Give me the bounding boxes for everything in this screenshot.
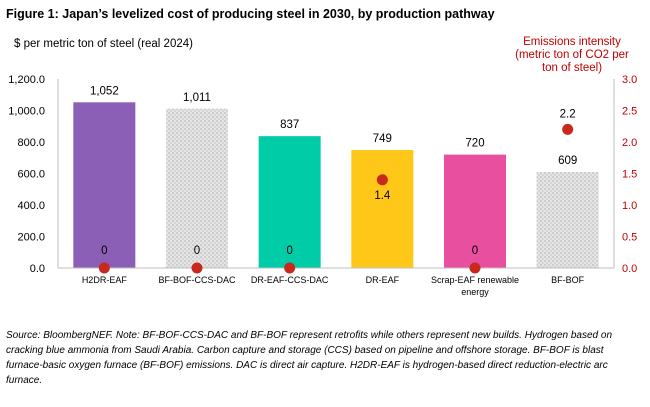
y2-tick-label: 2.0 xyxy=(622,137,637,149)
bar-value-label: 720 xyxy=(465,138,484,150)
x-category-label: energy xyxy=(461,287,489,297)
bar xyxy=(536,172,599,268)
bar xyxy=(166,108,228,268)
bar-value-label: 837 xyxy=(280,119,299,131)
y-tick-label: 800.0 xyxy=(17,137,45,149)
x-category-label: H2DR-EAF xyxy=(82,275,128,285)
emissions-value-label: 0 xyxy=(286,245,292,257)
y2-axis-label: Emissions intensity(metric ton of CO2 pe… xyxy=(515,36,629,74)
x-axis-categories: H2DR-EAF BF-BOF-CCS-DAC DR-EAF-CCS-DAC DR-E… xyxy=(82,275,585,297)
emissions-point xyxy=(562,123,574,135)
emissions-point xyxy=(98,262,110,274)
y-tick-label: 600.0 xyxy=(17,169,45,181)
y2-axis-label-line: ton of steel) xyxy=(542,62,602,74)
y-tick-label: 1,000.0 xyxy=(8,106,45,118)
emissions-point xyxy=(469,262,481,274)
y-tick-label: 400.0 xyxy=(17,200,45,212)
y-axis-ticks: 0.0 200.0 400.0 600.0 800.0 1,000.0 1,200.0 xyxy=(8,74,45,275)
y-tick-label: 1,200.0 xyxy=(8,74,45,86)
emissions-point xyxy=(284,262,296,274)
bar-data-labels: 1,052 1,011 837 749 720 609 xyxy=(90,85,577,167)
emissions-data-labels: 0 0 0 1.4 0 2.2 xyxy=(101,108,576,257)
y2-axis-label-line: (metric ton of CO2 per xyxy=(515,49,629,61)
x-category-label: DR-EAF-CCS-DAC xyxy=(251,275,329,285)
y2-tick-label: 1.5 xyxy=(622,169,637,181)
y2-tick-label: 0.5 xyxy=(622,232,637,244)
y2-tick-label: 1.0 xyxy=(622,200,637,212)
y2-tick-label: 3.0 xyxy=(622,74,637,86)
emissions-value-label: 0 xyxy=(194,245,200,257)
emissions-point xyxy=(191,262,203,274)
x-category-label: DR-EAF xyxy=(366,275,400,285)
bar xyxy=(351,150,414,268)
source-note: Source: BloombergNEF. Note: BF-BOF-CCS-D… xyxy=(6,330,613,386)
y-tick-label: 0.0 xyxy=(30,263,45,275)
y2-axis-label-line: Emissions intensity xyxy=(523,36,621,48)
bar-value-label: 609 xyxy=(558,155,577,167)
y2-tick-label: 0.0 xyxy=(622,263,637,275)
emissions-value-label: 0 xyxy=(472,245,478,257)
bar-value-label: 1,052 xyxy=(90,85,119,97)
emissions-series xyxy=(98,123,574,274)
y2-tick-label: 2.5 xyxy=(622,106,637,118)
x-category-label: BF-BOF-CCS-DAC xyxy=(159,275,236,285)
y-axis-label: $ per metric ton of steel (real 2024) xyxy=(14,38,193,50)
bar-value-label: 1,011 xyxy=(183,92,211,104)
emissions-value-label: 1.4 xyxy=(374,190,391,202)
y-tick-label: 200.0 xyxy=(17,232,45,244)
y2-axis-ticks: 0.0 0.5 1.0 1.5 2.0 2.5 3.0 xyxy=(622,74,637,275)
bar xyxy=(73,102,136,268)
bar xyxy=(444,154,506,268)
bar-series xyxy=(73,102,599,268)
x-category-label: BF-BOF xyxy=(551,275,585,285)
bar-value-label: 749 xyxy=(373,133,392,145)
bar xyxy=(258,136,321,268)
x-category-label: Scrap-EAF renewable xyxy=(431,275,519,285)
emissions-value-label: 0 xyxy=(101,245,107,257)
emissions-value-label: 2.2 xyxy=(560,108,576,120)
emissions-point xyxy=(376,174,388,186)
figure-title: Figure 1: Japan’s levelized cost of prod… xyxy=(6,7,495,21)
